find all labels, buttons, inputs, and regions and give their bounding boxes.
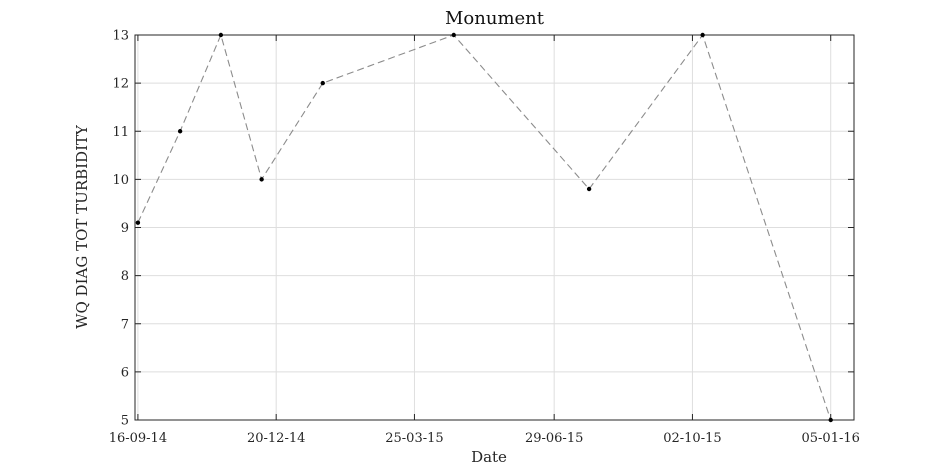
y-axis-label: WQ DIAG TOT TURBIDITY bbox=[73, 124, 91, 329]
chart-title: Monument bbox=[445, 8, 545, 29]
y-tick-label: 9 bbox=[121, 221, 129, 236]
y-tick-label: 12 bbox=[112, 77, 129, 92]
x-tick-label: 05-01-16 bbox=[802, 431, 860, 446]
y-tick-label: 7 bbox=[121, 317, 129, 332]
x-tick-label: 16-09-14 bbox=[109, 431, 167, 446]
x-tick-label: 20-12-14 bbox=[247, 431, 305, 446]
x-tick-label: 29-06-15 bbox=[525, 431, 583, 446]
axis-ticks: 5 6 7 8 9 10 11 12 13 16-09-14 20-12-14 25-03-15 29-… bbox=[109, 29, 860, 447]
x-tick-label: 02-10-15 bbox=[663, 431, 721, 446]
data-point bbox=[177, 129, 183, 134]
data-point bbox=[135, 220, 141, 225]
y-tick-label: 13 bbox=[112, 29, 129, 44]
data-point bbox=[451, 32, 456, 38]
y-tick-label: 10 bbox=[112, 173, 129, 188]
series-line bbox=[137, 33, 832, 421]
data-point bbox=[700, 32, 705, 38]
y-tick-label: 5 bbox=[121, 414, 129, 429]
y-tick-label: 11 bbox=[112, 125, 129, 140]
data-point bbox=[586, 186, 592, 192]
series-layer bbox=[135, 32, 833, 423]
y-tick-label: 6 bbox=[121, 365, 129, 380]
data-point bbox=[218, 32, 224, 38]
grid-lines bbox=[135, 34, 854, 421]
x-tick-label: 25-03-15 bbox=[385, 431, 443, 446]
data-point bbox=[259, 177, 264, 182]
x-axis-label: Date bbox=[471, 448, 507, 466]
y-tick-label: 8 bbox=[121, 269, 129, 284]
data-point bbox=[828, 417, 833, 423]
data-point bbox=[320, 80, 325, 86]
